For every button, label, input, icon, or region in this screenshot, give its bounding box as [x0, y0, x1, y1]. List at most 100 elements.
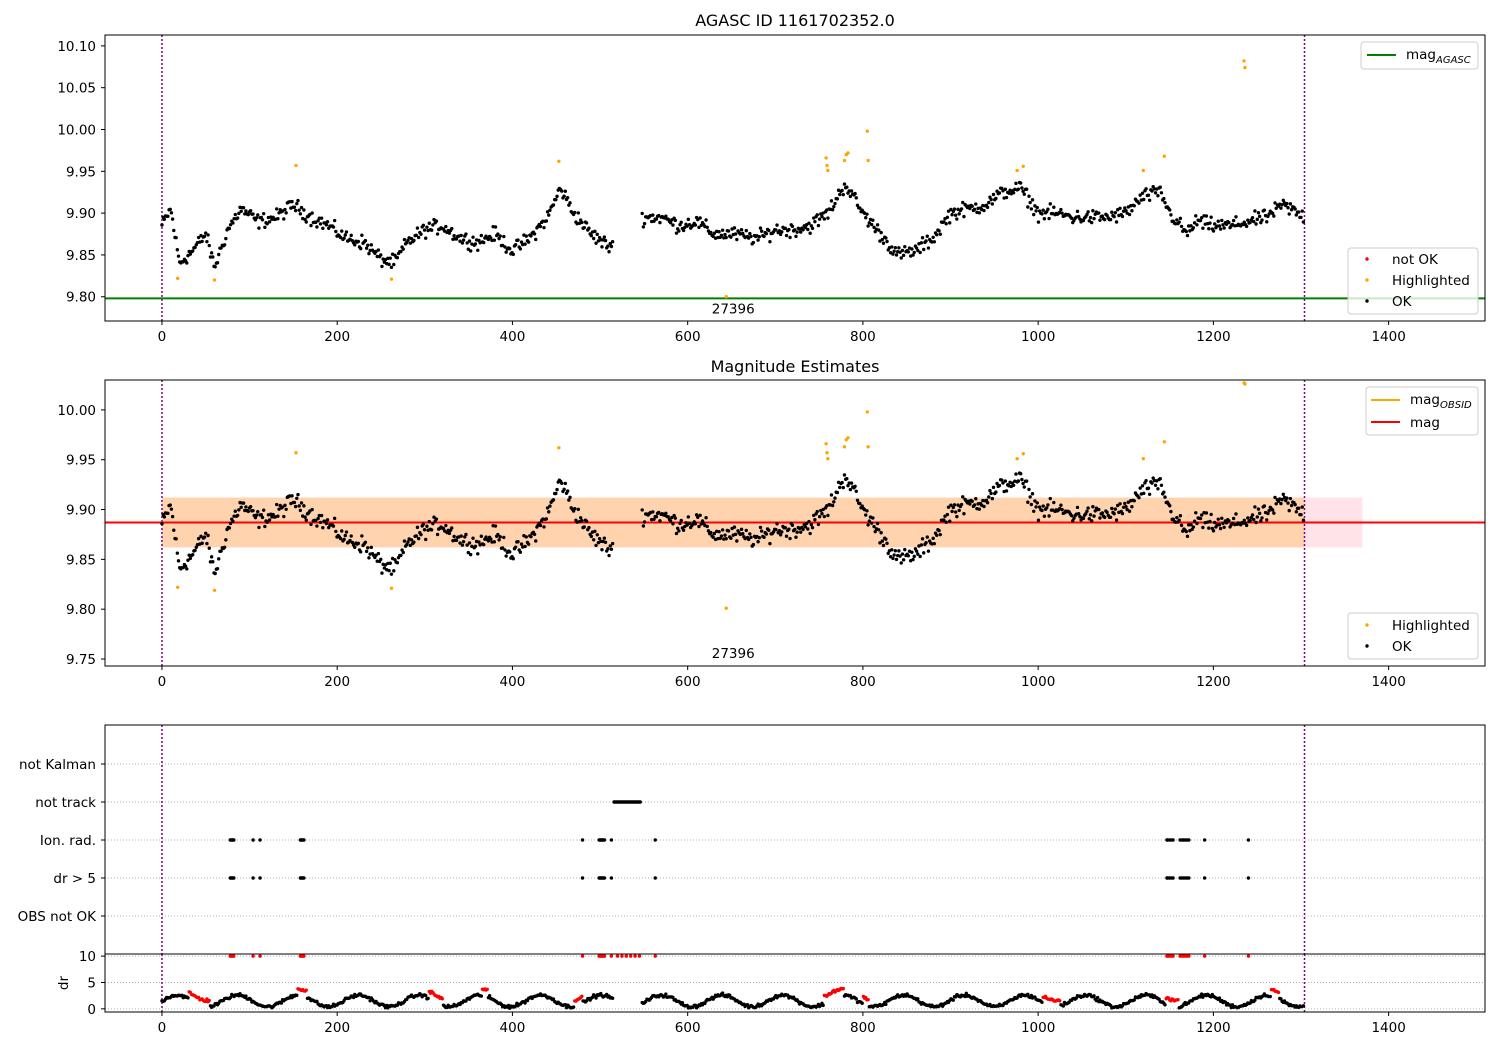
ok-point [465, 543, 469, 547]
ok-point [389, 265, 394, 270]
ok-point [1091, 209, 1095, 213]
ok-point [1001, 481, 1005, 485]
ok-point [946, 505, 951, 509]
ok-point [952, 207, 957, 211]
ok-point [739, 228, 744, 232]
ok-point [1089, 220, 1094, 225]
dr-ok-point [680, 1000, 685, 1005]
ok-point [858, 501, 862, 506]
ok-point [651, 213, 655, 217]
ok-point [869, 521, 874, 525]
ok-point [972, 503, 977, 507]
dr-ok-point [884, 1002, 888, 1007]
ok-point [224, 236, 228, 241]
ok-point [955, 217, 959, 221]
ok-point [599, 238, 603, 242]
ok-point [658, 220, 662, 225]
dr-xtick-label: 1000 [1021, 1020, 1055, 1036]
ok-point [840, 188, 844, 193]
ok-point [945, 215, 950, 220]
ok-point [1092, 216, 1096, 221]
ok-point [989, 491, 993, 496]
ok-point [565, 489, 570, 493]
ok-point [1254, 222, 1258, 226]
highlighted-point [1015, 457, 1019, 461]
dr-xtick-label: 600 [675, 1020, 701, 1036]
legend-marker-not-ok [1365, 257, 1369, 261]
ok-point [758, 226, 763, 230]
ok-point [758, 525, 763, 530]
ok-point [1081, 218, 1086, 223]
ok-point [1033, 499, 1037, 503]
ok-point [302, 504, 306, 508]
ok-point [826, 513, 830, 518]
ok-point [429, 228, 434, 232]
ok-point [1194, 511, 1198, 515]
ok-point [496, 232, 500, 236]
ok-point [697, 225, 701, 230]
highlighted-point [557, 159, 561, 163]
ok-point [349, 534, 353, 538]
ok-point [481, 240, 486, 245]
ok-point [529, 534, 533, 539]
estimates-ytick-label: 9.90 [66, 503, 96, 519]
ok-point [298, 212, 303, 216]
ok-point [774, 527, 778, 532]
ok-point [479, 534, 484, 538]
ok-point [935, 533, 939, 537]
ok-point [513, 545, 518, 549]
ok-point [369, 243, 374, 247]
dr-clipped-point [615, 954, 620, 958]
ok-point [348, 538, 352, 543]
ok-point [246, 509, 251, 514]
ok-point [744, 228, 748, 233]
dr-ok-point [1061, 1004, 1065, 1008]
dr-clipped-point [302, 954, 306, 958]
ok-point [235, 513, 240, 518]
ok-point [774, 228, 778, 232]
highlighted-point [1162, 154, 1167, 158]
ok-point [544, 517, 549, 521]
ok-point [813, 219, 817, 224]
dr-not-ok-point [207, 998, 211, 1003]
ok-point [508, 550, 512, 554]
ok-point [353, 545, 357, 550]
ok-point [350, 540, 355, 545]
ok-point [292, 205, 297, 209]
ok-point [358, 246, 363, 251]
ok-point [338, 235, 343, 240]
ok-point [961, 200, 965, 205]
ok-point [809, 224, 814, 228]
ok-point [912, 554, 916, 559]
ok-point [872, 225, 876, 230]
ok-point [794, 234, 798, 239]
ok-point [919, 241, 924, 245]
ok-point [340, 229, 344, 233]
ok-point [1046, 503, 1050, 507]
ok-point [854, 489, 858, 494]
ok-point [946, 209, 951, 213]
ok-point [1142, 491, 1146, 496]
dr-ok-point [1301, 1004, 1306, 1008]
ok-point [931, 536, 935, 541]
ok-point [606, 244, 610, 248]
ok-point [563, 481, 568, 486]
ok-point [1085, 212, 1089, 217]
ok-point [235, 216, 240, 220]
ok-point [881, 241, 886, 245]
ok-point [696, 515, 700, 519]
ok-point [502, 535, 506, 540]
ok-point [296, 198, 300, 203]
ok-point [854, 196, 858, 200]
ok-point [334, 529, 338, 534]
ok-point [841, 192, 845, 197]
ok-point [709, 530, 713, 535]
dr-ok-point [728, 993, 732, 998]
ok-point [1294, 213, 1299, 217]
ok-point [314, 518, 318, 523]
ok-point [664, 511, 668, 515]
ok-point [1105, 213, 1109, 218]
ok-point [476, 248, 480, 252]
ok-point [1102, 217, 1107, 222]
ok-point [1287, 212, 1291, 216]
